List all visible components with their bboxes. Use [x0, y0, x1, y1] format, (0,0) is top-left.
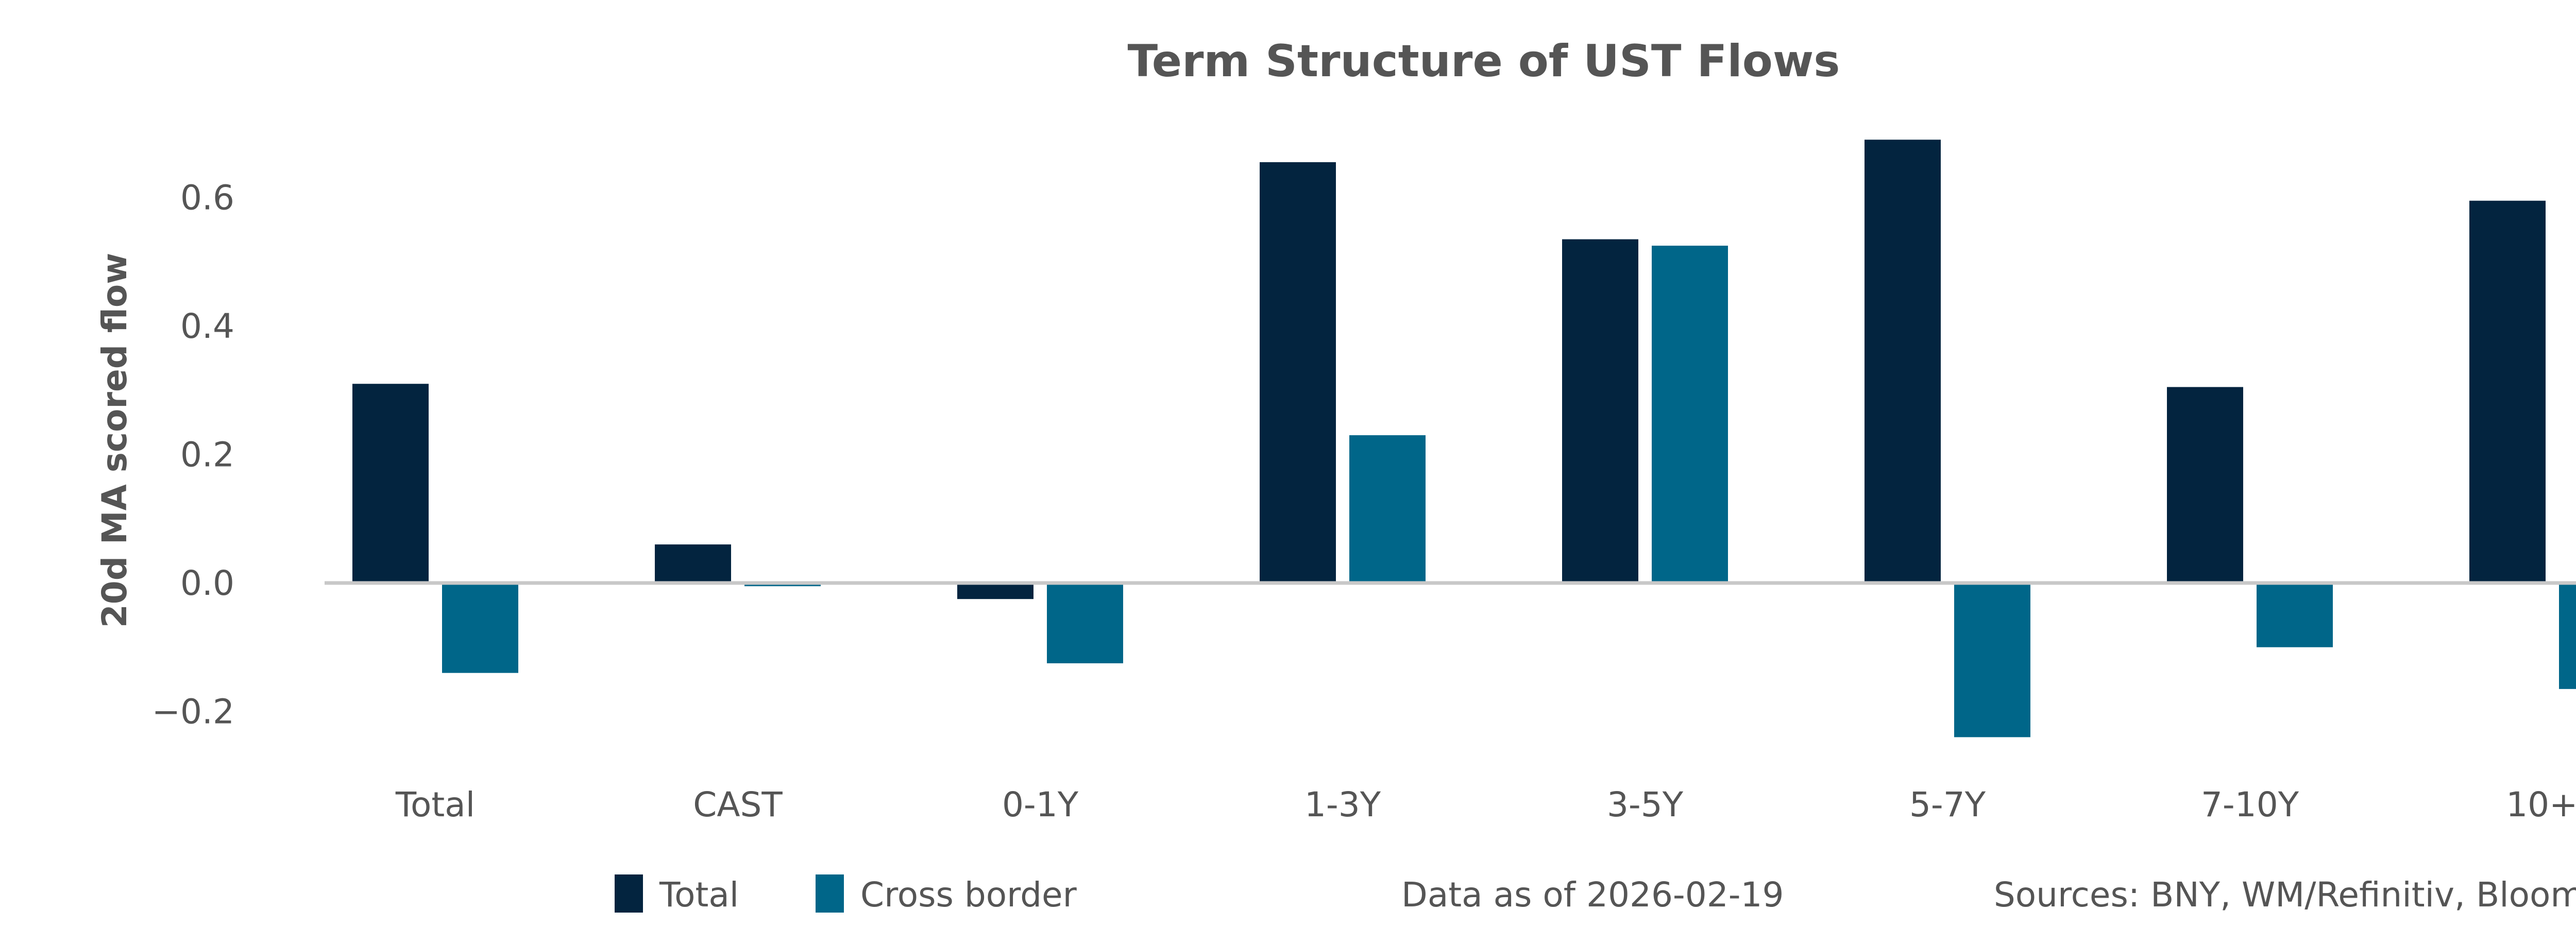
y-tick-label: −0.2: [152, 692, 234, 732]
bar-total-3-5y: [1562, 239, 1638, 583]
bar-cross-border-10-y: [2559, 583, 2576, 689]
bar-cross-border-3-5y: [1652, 246, 1728, 583]
legend-label-cross-border: Cross border: [860, 875, 1077, 915]
bar-cross-border-0-1y: [1047, 583, 1123, 663]
bar-cross-border-1-3y: [1349, 435, 1426, 583]
legend-label-total: Total: [659, 875, 739, 915]
x-axis-ticks: Total CAST 0-1Y 1-3Y 3-5Y 5-7Y 7-10Y 10+Y: [395, 785, 2576, 825]
x-tick-label: 10+Y: [2506, 785, 2576, 825]
x-tick-label: 7-10Y: [2201, 785, 2299, 825]
bar-total-0-1y: [957, 583, 1033, 599]
x-tick-label: 1-3Y: [1304, 785, 1381, 825]
legend-swatch-cross-border: [816, 874, 844, 913]
x-tick-label: Total: [395, 785, 475, 825]
y-tick-label: 0.2: [180, 435, 234, 475]
x-tick-label: 5-7Y: [1909, 785, 1986, 825]
data-date-note: Data as of 2026-02-19: [1401, 875, 1784, 915]
legend-swatch-total: [615, 874, 643, 913]
bar-total-5-7y: [1865, 140, 1941, 583]
bar-total-7-10y: [2167, 387, 2243, 583]
x-tick-label: CAST: [693, 785, 783, 825]
x-tick-label: 3-5Y: [1607, 785, 1684, 825]
sources-note: Sources: BNY, WM/Refinitiv, Bloomberg: [1994, 875, 2576, 915]
bar-cross-border-total: [442, 583, 518, 673]
bar-cross-border-7-10y: [2257, 583, 2333, 647]
chart-title: Term Structure of UST Flows: [1128, 36, 1840, 87]
y-tick-label: 0.0: [180, 563, 234, 603]
bar-total-total: [352, 384, 429, 583]
y-tick-label: 0.6: [180, 178, 234, 218]
y-axis-label: 20d MA scored flow: [95, 253, 134, 628]
y-axis-ticks: −0.2 0.0 0.2 0.4 0.6: [152, 178, 234, 732]
legend: Total Cross border: [615, 874, 1077, 915]
x-tick-label: 0-1Y: [1002, 785, 1079, 825]
bars: [352, 140, 2576, 737]
bar-total-1-3y: [1260, 162, 1336, 583]
bar-total-10-y: [2469, 200, 2546, 583]
bar-total-cast: [655, 544, 731, 583]
y-tick-label: 0.4: [180, 306, 234, 346]
bar-cross-border-5-7y: [1954, 583, 2030, 737]
